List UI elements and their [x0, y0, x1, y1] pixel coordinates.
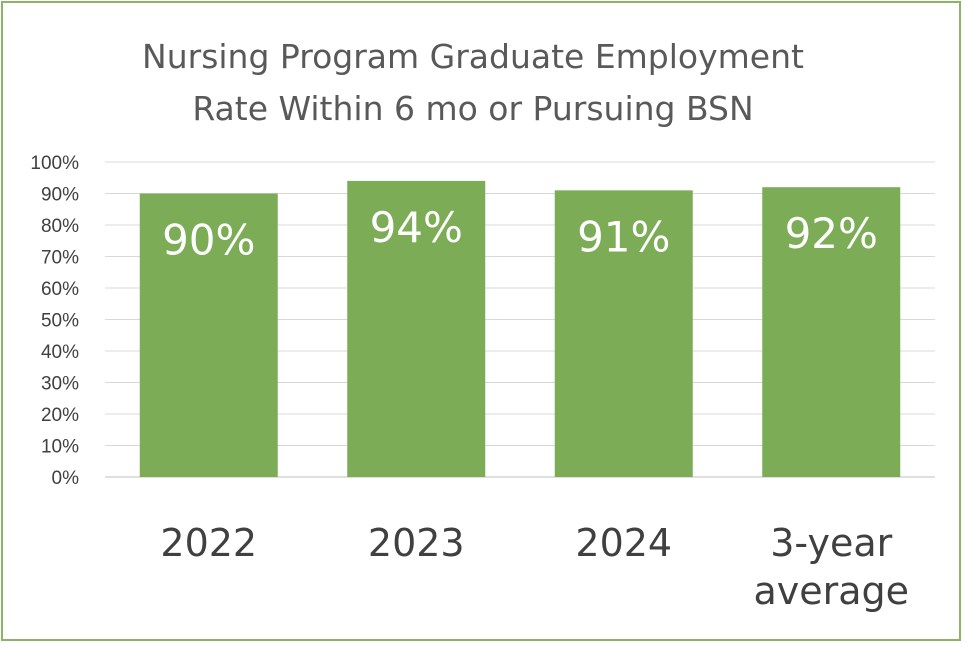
y-tick-label: 30%	[41, 374, 79, 395]
y-tick-label: 50%	[41, 311, 79, 332]
y-tick-label: 80%	[41, 216, 79, 237]
x-category-label: 2023	[368, 521, 465, 565]
y-tick-label: 70%	[41, 248, 79, 269]
bar-data-label: 90%	[162, 216, 255, 265]
y-tick-label: 20%	[41, 405, 79, 426]
chart-title-line-1: Nursing Program Graduate Employment	[142, 37, 804, 76]
y-tick-label: 40%	[41, 342, 79, 363]
chart-title: Nursing Program Graduate Employment Rate…	[3, 31, 943, 135]
x-category-label: average	[753, 569, 909, 613]
bar-data-label: 94%	[370, 203, 463, 252]
bar-data-label: 92%	[785, 209, 878, 258]
y-tick-label: 100%	[30, 153, 79, 174]
bar	[347, 180, 486, 477]
x-category-label: 3-year	[770, 521, 892, 565]
y-tick-label: 0%	[52, 468, 80, 489]
bar-data-label: 91%	[577, 212, 670, 261]
y-tick-label: 90%	[41, 185, 79, 206]
y-tick-label: 10%	[41, 437, 79, 458]
bar-chart: 0% 10% 20% 30% 40% 50% 60% 70% 80% 90% 100% 90% 2022…	[30, 153, 935, 613]
x-category-label: 2022	[160, 521, 257, 565]
y-tick-label: 60%	[41, 279, 79, 300]
chart-title-line-2: Rate Within 6 mo or Pursuing BSN	[192, 89, 754, 128]
bar	[762, 187, 901, 477]
bar	[139, 193, 278, 477]
bar	[554, 190, 693, 477]
x-category-label: 2024	[575, 521, 672, 565]
